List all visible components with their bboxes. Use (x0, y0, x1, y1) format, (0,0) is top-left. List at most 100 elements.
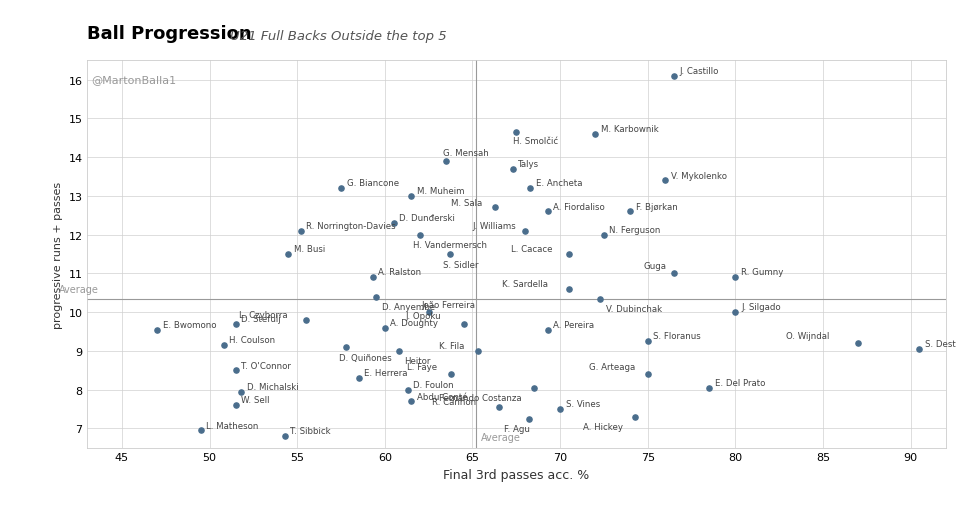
Text: D. Michalski: D. Michalski (247, 382, 298, 391)
Point (588, 130, 603, 138)
Text: A. Doughty: A. Doughty (391, 318, 438, 327)
Point (596, 231, 612, 239)
Point (377, 324, 393, 332)
Text: U21 Full Backs Outside the top 5: U21 Full Backs Outside the top 5 (230, 31, 446, 43)
Point (281, 250, 296, 259)
Point (193, 427, 208, 435)
Text: G. Mensah: G. Mensah (443, 149, 489, 158)
Point (400, 386, 415, 394)
Point (666, 270, 681, 278)
Text: K. Fila: K. Fila (439, 342, 464, 350)
Text: D. Foulon: D. Foulon (413, 380, 454, 389)
Point (234, 388, 249, 396)
Point (850, 340, 866, 348)
Text: T. Sibbick: T. Sibbick (290, 427, 331, 436)
Text: J. Silgado: J. Silgado (741, 303, 781, 312)
Point (657, 177, 673, 185)
Text: J. Williams: J. Williams (472, 221, 516, 231)
Text: H. Coulson: H. Coulson (229, 335, 275, 345)
Text: H. Vandermersch: H. Vandermersch (413, 241, 487, 249)
Text: A. Hickey: A. Hickey (583, 422, 622, 432)
Point (622, 208, 638, 216)
Text: J. Castillo: J. Castillo (679, 67, 719, 76)
Point (702, 384, 717, 392)
Point (505, 165, 520, 174)
Text: R. Gumny: R. Gumny (741, 268, 784, 277)
Point (293, 227, 309, 235)
Point (521, 415, 537, 423)
Point (640, 371, 655, 379)
Text: S. Vines: S. Vines (565, 400, 600, 408)
Text: D. Štefulj: D. Štefulj (241, 313, 281, 323)
Text: M. Busi: M. Busi (294, 245, 325, 253)
Point (421, 308, 436, 317)
Text: Abdu Conté: Abdu Conté (417, 392, 467, 401)
Text: D. Anyembe: D. Anyembe (381, 302, 435, 312)
Text: E. Herrera: E. Herrera (364, 369, 407, 378)
Text: E. Ancheta: E. Ancheta (536, 179, 582, 188)
Point (561, 250, 576, 259)
Text: M. Muheim: M. Muheim (417, 187, 464, 195)
Point (298, 316, 314, 324)
Text: O. Wijndal: O. Wijndal (786, 331, 829, 340)
Point (640, 337, 655, 346)
Point (728, 308, 743, 317)
Point (470, 347, 485, 355)
Text: M. Sala: M. Sala (451, 199, 482, 207)
Text: S. Floranus: S. Floranus (653, 332, 701, 341)
Text: Ball Progression: Ball Progression (87, 25, 252, 43)
Point (412, 231, 427, 239)
Point (351, 374, 367, 382)
Point (628, 413, 644, 421)
Point (228, 366, 243, 375)
Text: L. Matheson: L. Matheson (207, 421, 259, 430)
Y-axis label: progressive runs + passes: progressive runs + passes (53, 181, 63, 328)
Text: L. Cacace: L. Cacace (510, 245, 552, 253)
Text: R. Cannon: R. Cannon (432, 398, 476, 407)
Text: V. Dubinchak: V. Dubinchak (606, 304, 662, 314)
Point (540, 208, 556, 216)
Point (386, 219, 401, 228)
X-axis label: Final 3rd passes acc. %: Final 3rd passes acc. % (443, 468, 590, 480)
Point (523, 185, 538, 193)
Text: D. Dunđerski: D. Dunđerski (400, 214, 455, 223)
Text: Average: Average (482, 432, 521, 442)
Point (216, 342, 232, 350)
Text: R. Norrington-Davies: R. Norrington-Davies (306, 221, 396, 231)
Text: A. Pereira: A. Pereira (553, 320, 594, 329)
Text: Heitor: Heitor (404, 357, 430, 365)
Point (403, 192, 419, 201)
Point (593, 295, 608, 303)
Text: D. Quiñones: D. Quiñones (340, 353, 392, 362)
Point (517, 227, 533, 235)
Point (339, 343, 354, 351)
Text: T. O'Connor: T. O'Connor (241, 361, 291, 370)
Text: S. Sidler: S. Sidler (443, 260, 479, 269)
Text: Talys: Talys (518, 160, 539, 168)
Point (912, 345, 927, 353)
Text: S. Dest: S. Dest (925, 340, 955, 349)
Point (369, 293, 384, 301)
Point (150, 326, 165, 334)
Point (561, 285, 576, 293)
Text: K. Sardella: K. Sardella (502, 279, 548, 289)
Text: Guga: Guga (644, 261, 667, 270)
Text: João Ferreira: João Ferreira (422, 300, 476, 309)
Text: H. Smolčić: H. Smolčić (513, 137, 559, 146)
Text: F. Agu: F. Agu (504, 425, 530, 433)
Text: Fernando Costanza: Fernando Costanza (439, 393, 522, 403)
Text: M. Karbownik: M. Karbownik (600, 125, 658, 134)
Text: E. Del Prato: E. Del Prato (715, 378, 765, 387)
Point (509, 129, 524, 137)
Point (456, 320, 472, 328)
Text: G. Biancone: G. Biancone (346, 179, 399, 188)
Text: A. Ralston: A. Ralston (378, 268, 422, 277)
Point (438, 158, 454, 166)
Text: W. Sell: W. Sell (241, 395, 270, 405)
Text: @MartonBalla1: @MartonBalla1 (91, 75, 177, 84)
Point (391, 347, 406, 355)
Point (666, 72, 681, 80)
Point (365, 274, 380, 282)
Point (333, 185, 348, 193)
Point (491, 403, 507, 411)
